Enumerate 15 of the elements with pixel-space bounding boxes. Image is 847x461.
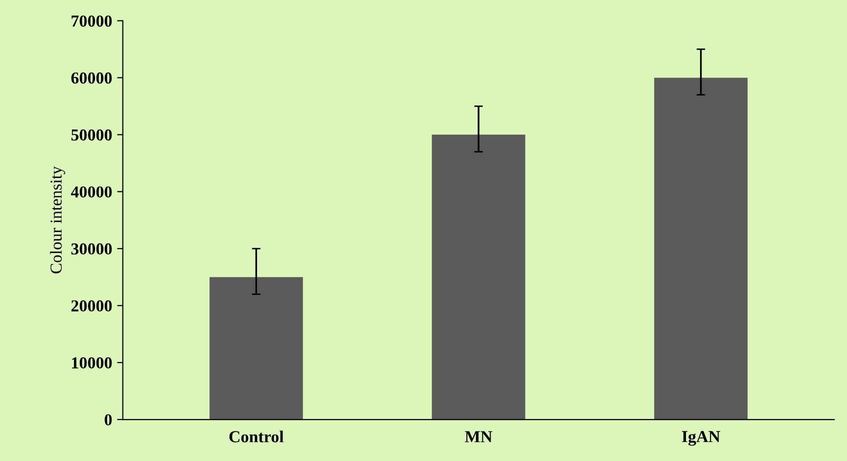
y-axis-title: Colour intensity [50,166,66,274]
y-tick-label: 10000 [72,357,112,368]
y-tick-label: 20000 [71,300,112,312]
y-tick-label: 40000 [70,186,112,198]
y-tick-label: 0 [104,414,112,426]
y-tick-label: 50000 [71,129,112,141]
y-tick-label: 30000 [71,243,112,255]
x-tick-label: Control [229,430,284,442]
x-tick-label: IgAN [682,431,720,446]
bar [432,134,526,420]
y-tick-label: 70000 [72,15,112,27]
bar [654,78,748,420]
y-tick-label: 60000 [71,72,112,84]
x-tick-label: MN [464,431,492,442]
bar [210,277,303,420]
